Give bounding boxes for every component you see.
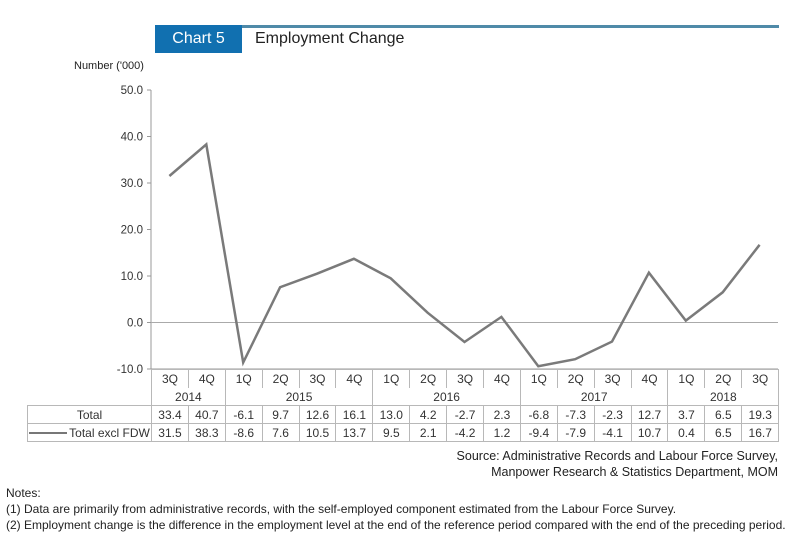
quarter-label: 4Q xyxy=(483,369,521,388)
quarter-row: 3Q 4Q 1Q 2Q 3Q 4Q 1Q 2Q 3Q 4Q 1Q 2Q 3Q 4Q 1Q 2Q 3Q xyxy=(28,369,780,388)
series-name: Total xyxy=(76,407,103,422)
table-cell: 33.4 xyxy=(151,405,189,424)
table-cell: 2.1 xyxy=(409,423,448,442)
y-tick-label: -10.0 xyxy=(117,364,143,376)
series-name: Total excl FDW xyxy=(69,425,150,440)
table-cell: 6.5 xyxy=(704,423,743,442)
quarter-label: 4Q xyxy=(187,369,226,388)
table-cell: -7.9 xyxy=(556,423,595,442)
table-cell: -8.6 xyxy=(224,423,263,442)
table-cell: 16.1 xyxy=(335,405,374,424)
quarter-label: 1Q xyxy=(372,369,411,388)
quarter-label: 3Q xyxy=(151,369,189,388)
table-cell: -2.7 xyxy=(446,405,485,424)
data-table: 3Q 4Q 1Q 2Q 3Q 4Q 1Q 2Q 3Q 4Q 1Q 2Q 3Q 4Q 1Q 2Q 3Q 2014 20… xyxy=(27,369,780,442)
y-tick-label: 10.0 xyxy=(121,271,143,283)
y-tick-label: 20.0 xyxy=(121,225,143,237)
chart-title: Employment Change xyxy=(255,30,405,47)
quarter-label: 1Q xyxy=(519,369,558,388)
note-1: (1) Data are primarily from administrati… xyxy=(6,502,677,516)
quarter-label: 3Q xyxy=(741,369,780,388)
table-cell: 4.2 xyxy=(409,405,448,424)
source-line-1: Source: Administrative Records and Labou… xyxy=(456,449,778,463)
table-cell: 1.2 xyxy=(483,423,521,442)
quarter-label: 2Q xyxy=(261,369,300,388)
year-label: 2015 xyxy=(224,388,374,406)
quarter-label: 4Q xyxy=(335,369,374,388)
year-label: 2017 xyxy=(519,388,669,406)
table-cell: 16.7 xyxy=(741,423,780,442)
table-cell: 13.0 xyxy=(372,405,411,424)
table-cell: -7.3 xyxy=(556,405,595,424)
quarter-label: 3Q xyxy=(298,369,337,388)
table-cell: 19.3 xyxy=(741,405,780,424)
table-cell: 6.5 xyxy=(704,405,743,424)
table-cell: 12.6 xyxy=(298,405,337,424)
quarter-label: 3Q xyxy=(446,369,485,388)
y-axis-label: Number ('000) xyxy=(74,60,144,72)
table-cell: -6.1 xyxy=(224,405,263,424)
source-line-2: Manpower Research & Statistics Departmen… xyxy=(491,465,778,479)
y-tick-label: 30.0 xyxy=(121,178,143,190)
note-2: (2) Employment change is the difference … xyxy=(6,518,786,532)
quarter-label: 3Q xyxy=(593,369,632,388)
y-tick-label: 40.0 xyxy=(121,132,143,144)
year-label: 2018 xyxy=(667,388,780,406)
table-cell: 10.5 xyxy=(298,423,337,442)
table-row: Total 33.4 40.7 -6.1 9.7 12.6 16.1 13.0 4.2 -2.7 2… xyxy=(27,405,780,424)
table-cell: 40.7 xyxy=(187,405,226,424)
table-cell: 10.7 xyxy=(630,423,669,442)
row-label: Total xyxy=(27,405,152,424)
table-cell: -2.3 xyxy=(593,405,632,424)
chart-number-badge: Chart 5 xyxy=(155,25,242,53)
quarter-label: 1Q xyxy=(667,369,706,388)
table-cell: 2.3 xyxy=(483,405,521,424)
notes-heading: Notes: xyxy=(6,486,41,500)
table-cell: -6.8 xyxy=(519,405,558,424)
quarter-label: 2Q xyxy=(556,369,595,388)
table-row: Total excl FDW 31.5 38.3 -8.6 7.6 10.5 13.7 9.5… xyxy=(27,423,780,442)
year-row: 2014 2015 2016 2017 2018 xyxy=(28,388,780,406)
quarter-label: 4Q xyxy=(630,369,669,388)
y-tick-label: 0.0 xyxy=(127,318,143,330)
quarter-label: 2Q xyxy=(409,369,448,388)
y-tick-label: 50.0 xyxy=(121,85,143,97)
table-cell: 9.7 xyxy=(261,405,300,424)
table-cell: -4.2 xyxy=(446,423,485,442)
table-cell: 0.4 xyxy=(667,423,706,442)
table-cell: 38.3 xyxy=(187,423,226,442)
table-cell: -4.1 xyxy=(593,423,632,442)
year-label: 2016 xyxy=(372,388,521,406)
row-label: Total excl FDW xyxy=(27,423,152,442)
table-cell: 31.5 xyxy=(151,423,189,442)
legend-line-icon xyxy=(29,432,68,435)
table-cell: 7.6 xyxy=(261,423,300,442)
table-corner xyxy=(28,370,152,406)
title-rule xyxy=(155,25,779,28)
table-cell: 12.7 xyxy=(630,405,669,424)
year-label: 2014 xyxy=(151,388,226,406)
table-cell: 9.5 xyxy=(372,423,411,442)
quarter-label: 1Q xyxy=(224,369,263,388)
notes: Notes: (1) Data are primarily from admin… xyxy=(6,485,796,533)
source-note: Source: Administrative Records and Labou… xyxy=(457,448,778,480)
series-line-total-excl-fdw xyxy=(168,142,761,368)
quarter-label: 2Q xyxy=(704,369,743,388)
table-cell: 3.7 xyxy=(667,405,706,424)
table-cell: 13.7 xyxy=(335,423,374,442)
table-cell: -9.4 xyxy=(519,423,558,442)
